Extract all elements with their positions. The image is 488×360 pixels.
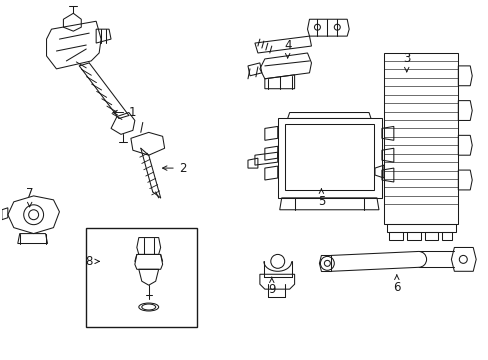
Bar [442, 231, 451, 239]
Text: 5: 5 [317, 189, 325, 208]
Bar [388, 231, 402, 239]
Text: 7: 7 [26, 188, 33, 207]
Text: 9: 9 [267, 277, 275, 296]
Bar [383, 53, 457, 224]
Bar [277, 118, 381, 198]
Bar [424, 231, 438, 239]
Bar [406, 231, 420, 239]
Text: 2: 2 [162, 162, 186, 175]
Text: 4: 4 [284, 39, 291, 58]
Text: 3: 3 [402, 53, 409, 72]
Bar [284, 125, 373, 190]
Text: 1: 1 [113, 106, 136, 119]
Text: 6: 6 [392, 275, 400, 294]
Text: 8: 8 [85, 255, 99, 268]
Bar [86, 228, 197, 327]
